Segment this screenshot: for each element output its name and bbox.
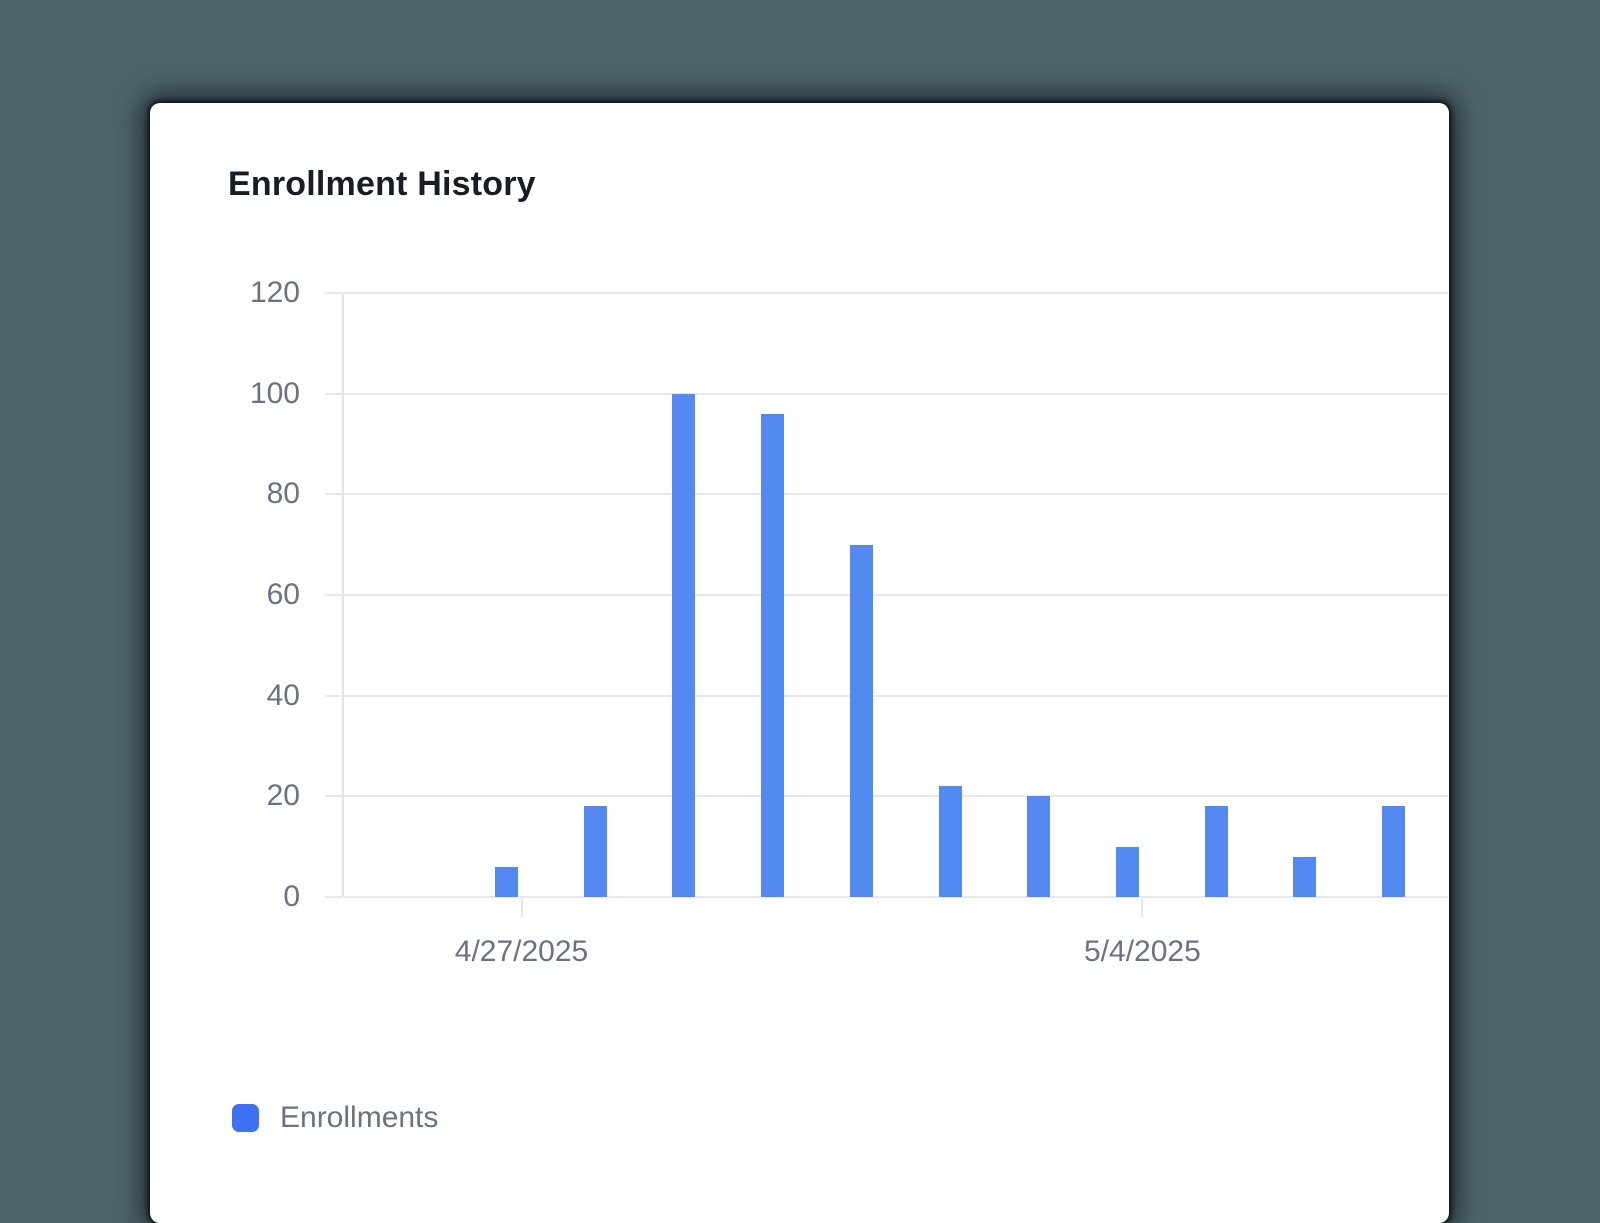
y-axis-tick-0: [325, 896, 342, 898]
bar-enrollments-2[interactable]: [672, 393, 696, 897]
y-tick-label-40: 40: [266, 678, 300, 712]
y-tick-label-60: 60: [266, 578, 300, 611]
chart-card: Enrollment History 0 20 40 60 80 100 120 4/27/2…: [150, 103, 1449, 1223]
y-axis-tick-20: [325, 795, 342, 798]
y-gridline-120: [344, 292, 1448, 294]
y-axis-tick-120: [325, 292, 342, 294]
bar-enrollments-9[interactable]: [1293, 856, 1317, 897]
bar-enrollments-5[interactable]: [938, 786, 962, 897]
bar-enrollments-10[interactable]: [1382, 806, 1405, 897]
bar-enrollments-8[interactable]: [1204, 806, 1228, 897]
y-tick-label-20: 20: [266, 779, 300, 813]
y-gridline-0: [344, 896, 1448, 898]
y-tick-label-80: 80: [266, 477, 300, 511]
bar-enrollments-1[interactable]: [583, 806, 607, 897]
chart-legend-item-enrollments[interactable]: Enrollments: [232, 1101, 438, 1135]
bar-enrollments-0[interactable]: [495, 866, 518, 897]
chart-title: Enrollment History: [228, 165, 536, 203]
y-axis-line: [342, 293, 344, 897]
y-gridline-100: [344, 392, 1448, 395]
legend-label: Enrollments: [280, 1101, 439, 1134]
y-axis-tick-100: [325, 392, 342, 395]
bar-enrollments-3[interactable]: [761, 413, 785, 897]
bar-enrollments-4[interactable]: [849, 544, 873, 897]
bar-chart-plot-area: 0 20 40 60 80 100 120 4/27/2025 5/4/2025: [250, 276, 1448, 968]
y-tick-label-100: 100: [249, 376, 300, 410]
y-axis-tick-60: [325, 594, 342, 596]
legend-swatch-icon: [232, 1104, 259, 1132]
bar-enrollments-7[interactable]: [1115, 846, 1139, 897]
y-tick-label-120: 120: [249, 276, 300, 309]
y-tick-label-0: 0: [283, 880, 300, 913]
y-axis-tick-40: [325, 694, 342, 697]
bar-enrollments-6[interactable]: [1027, 796, 1051, 897]
x-axis-tick-4/27/2025: [520, 897, 523, 917]
y-gridline-60: [344, 594, 1448, 596]
y-axis-tick-80: [325, 493, 342, 496]
x-tick-label-5/4/2025: 5/4/2025: [1084, 935, 1201, 968]
y-gridline-40: [344, 694, 1448, 697]
x-tick-label-4/27/2025: 4/27/2025: [454, 935, 589, 968]
y-gridline-20: [344, 795, 1448, 798]
y-gridline-80: [344, 493, 1448, 496]
x-axis-tick-5/4/2025: [1141, 897, 1144, 917]
